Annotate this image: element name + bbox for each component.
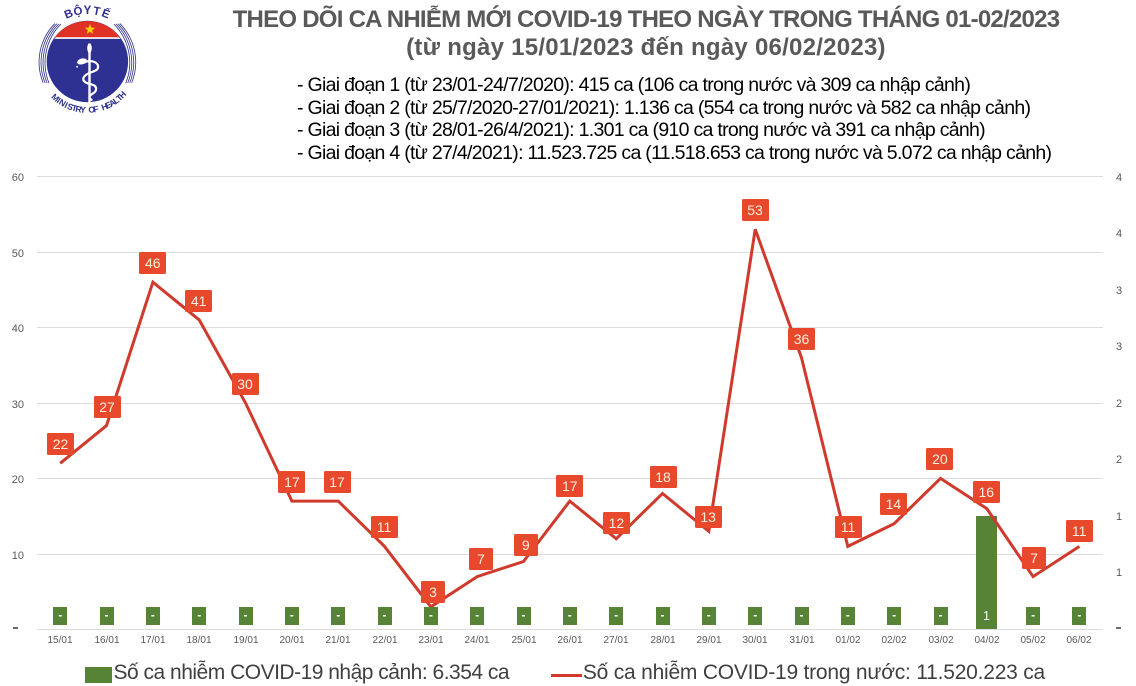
svg-text:E: E <box>104 99 114 111</box>
svg-text:O: O <box>88 104 96 115</box>
svg-text:S: S <box>66 101 75 112</box>
svg-text:Ế: Ế <box>100 6 112 21</box>
svg-text:Y: Y <box>84 5 92 17</box>
svg-text:M: M <box>49 92 61 104</box>
svg-text:H: H <box>100 101 109 113</box>
svg-text:H: H <box>117 89 129 100</box>
svg-text:T: T <box>92 5 101 18</box>
svg-text:L: L <box>111 95 121 106</box>
svg-text:Ộ: Ộ <box>72 4 83 18</box>
svg-text:B: B <box>63 8 75 22</box>
svg-text:N: N <box>57 97 67 109</box>
svg-text:A: A <box>107 97 117 109</box>
svg-text:F: F <box>92 104 99 115</box>
svg-text:I: I <box>55 96 63 105</box>
svg-text:Y: Y <box>80 104 87 115</box>
svg-text:R: R <box>75 104 84 115</box>
svg-text:T: T <box>114 92 125 103</box>
svg-text:T: T <box>71 102 79 113</box>
svg-text:I: I <box>63 100 70 110</box>
